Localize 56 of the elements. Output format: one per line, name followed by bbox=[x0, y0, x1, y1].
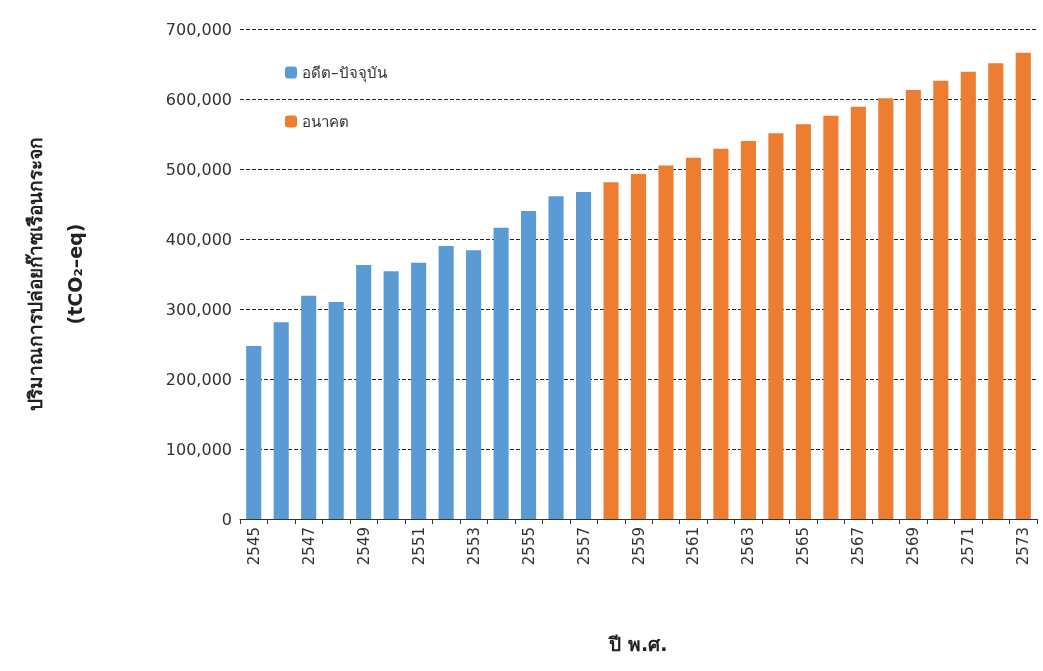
y-tick-label: 500,000 bbox=[165, 159, 232, 179]
x-tick-label: 2565 bbox=[794, 527, 813, 566]
bar bbox=[685, 157, 702, 519]
x-tick-label: 2559 bbox=[629, 527, 648, 566]
x-tick-label: 2553 bbox=[464, 527, 483, 566]
y-tick-label: 0 bbox=[221, 509, 232, 529]
bar bbox=[521, 211, 537, 519]
bar bbox=[493, 227, 509, 519]
bar bbox=[466, 250, 482, 519]
bar bbox=[988, 63, 1004, 519]
x-tick-label: 2555 bbox=[519, 527, 538, 566]
legend-label: อนาคต bbox=[302, 112, 349, 131]
x-tick-label: 2571 bbox=[959, 527, 978, 566]
x-tick-label: 2549 bbox=[354, 527, 373, 566]
bar bbox=[273, 322, 289, 519]
bar bbox=[658, 165, 674, 519]
x-tick-label: 2573 bbox=[1014, 527, 1033, 566]
bar bbox=[328, 302, 344, 519]
x-tick-label: 2557 bbox=[574, 527, 593, 566]
bar bbox=[438, 246, 454, 519]
x-tick-label: 2563 bbox=[739, 527, 758, 566]
x-tick-label: 2545 bbox=[244, 527, 263, 566]
bar bbox=[575, 192, 592, 519]
bar bbox=[850, 106, 866, 519]
bar bbox=[823, 115, 839, 519]
bar bbox=[383, 271, 399, 519]
x-tick-label: 2567 bbox=[849, 527, 868, 566]
x-tick-label: 2547 bbox=[299, 527, 318, 566]
bar bbox=[301, 295, 317, 519]
x-tick-label: 2561 bbox=[684, 527, 703, 566]
bar bbox=[356, 264, 372, 519]
y-tick-label: 300,000 bbox=[165, 299, 232, 319]
bar bbox=[960, 71, 976, 519]
bar bbox=[246, 346, 262, 519]
bar bbox=[1015, 52, 1031, 519]
bar bbox=[905, 89, 921, 519]
bar bbox=[411, 262, 427, 519]
bar bbox=[713, 148, 729, 519]
bar bbox=[768, 133, 784, 519]
y-tick-label: 700,000 bbox=[165, 19, 232, 39]
bar bbox=[933, 80, 949, 519]
bar bbox=[603, 182, 619, 519]
x-tick-label: 2569 bbox=[904, 527, 923, 566]
bar bbox=[740, 141, 756, 519]
bar bbox=[630, 173, 647, 519]
bar bbox=[795, 124, 811, 519]
y-tick-label: 200,000 bbox=[165, 369, 232, 389]
x-axis-title: ปี พ.ศ. bbox=[608, 632, 668, 655]
x-tick-label: 2551 bbox=[409, 527, 428, 566]
y-tick-label: 600,000 bbox=[165, 89, 232, 109]
y-tick-label: 400,000 bbox=[165, 229, 232, 249]
y-tick-label: 100,000 bbox=[165, 439, 232, 459]
legend-label: อดีต–ปัจจุบัน bbox=[302, 63, 387, 83]
bar bbox=[878, 98, 894, 519]
bar bbox=[548, 196, 564, 519]
y-axis-title: ปริมาณการปล่อยก๊าซเรือนกระจก (tCO₂–eq) bbox=[24, 137, 86, 411]
